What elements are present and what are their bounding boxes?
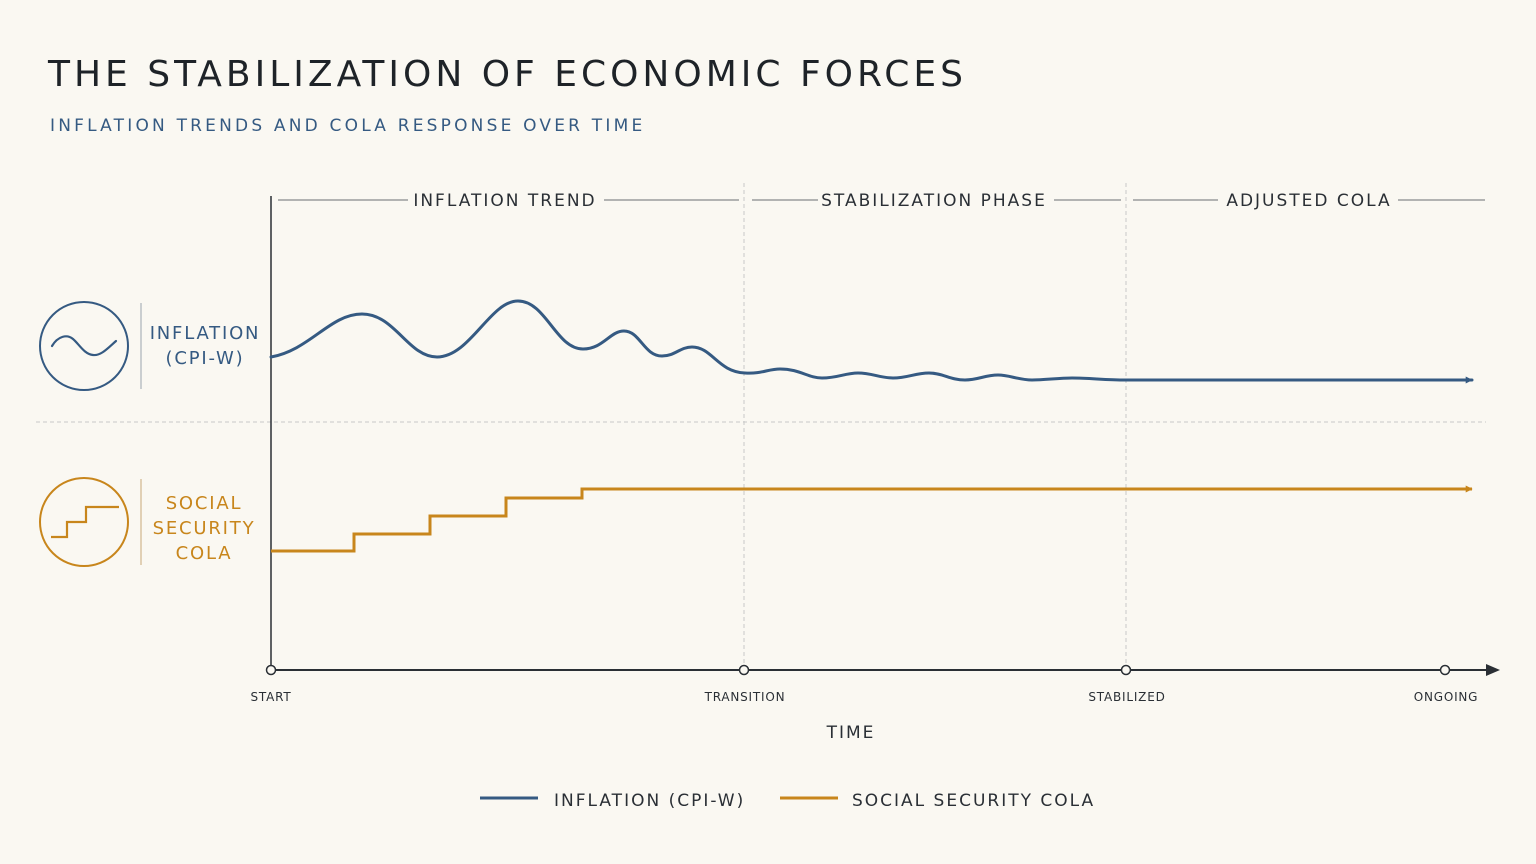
milestone-label-start: START [250, 690, 291, 704]
legend-label-cola: SOCIAL SECURITY COLA [852, 791, 1095, 811]
phase-label-stabilization: STABILIZATION PHASE [821, 191, 1047, 211]
wave-icon [39, 301, 129, 391]
stairs-icon [39, 477, 129, 567]
milestone-marker-transition [738, 664, 750, 676]
page-title: THE STABILIZATION OF ECONOMIC FORCES [48, 54, 967, 95]
phase-label-inflation-trend: INFLATION TREND [413, 191, 596, 211]
cola-step-line [271, 485, 1473, 553]
time-axis-arrowhead [1486, 664, 1500, 676]
milestone-label-ongoing: ONGOING [1414, 690, 1479, 704]
page-subtitle: INFLATION TRENDS AND COLA RESPONSE OVER … [50, 116, 646, 136]
cola-row-label-line-3: COLA [176, 543, 233, 564]
cola-row-label-line-2: SECURITY [153, 518, 256, 539]
cola-row-header: SOCIAL SECURITY COLA [39, 477, 256, 567]
inflation-curve [269, 299, 1474, 384]
inflation-row-header: INFLATION (CPI-W) [39, 301, 261, 391]
milestone-marker-ongoing [1439, 664, 1451, 676]
legend: INFLATION (CPI-W) SOCIAL SECURITY COLA [480, 791, 1095, 811]
inflation-row-label-line-1: INFLATION [150, 323, 261, 344]
phase-label-adjusted-cola: ADJUSTED COLA [1226, 191, 1391, 211]
inflation-row-label-line-2: (CPI-W) [166, 348, 245, 369]
time-axis-title: TIME [826, 723, 876, 743]
milestone-marker-start [265, 664, 277, 676]
milestone-label-transition: TRANSITION [704, 690, 786, 704]
cola-row-label-line-1: SOCIAL [166, 493, 243, 514]
legend-label-inflation: INFLATION (CPI-W) [554, 791, 745, 811]
milestone-label-stabilized: STABILIZED [1088, 690, 1165, 704]
milestone-marker-stabilized [1120, 664, 1132, 676]
